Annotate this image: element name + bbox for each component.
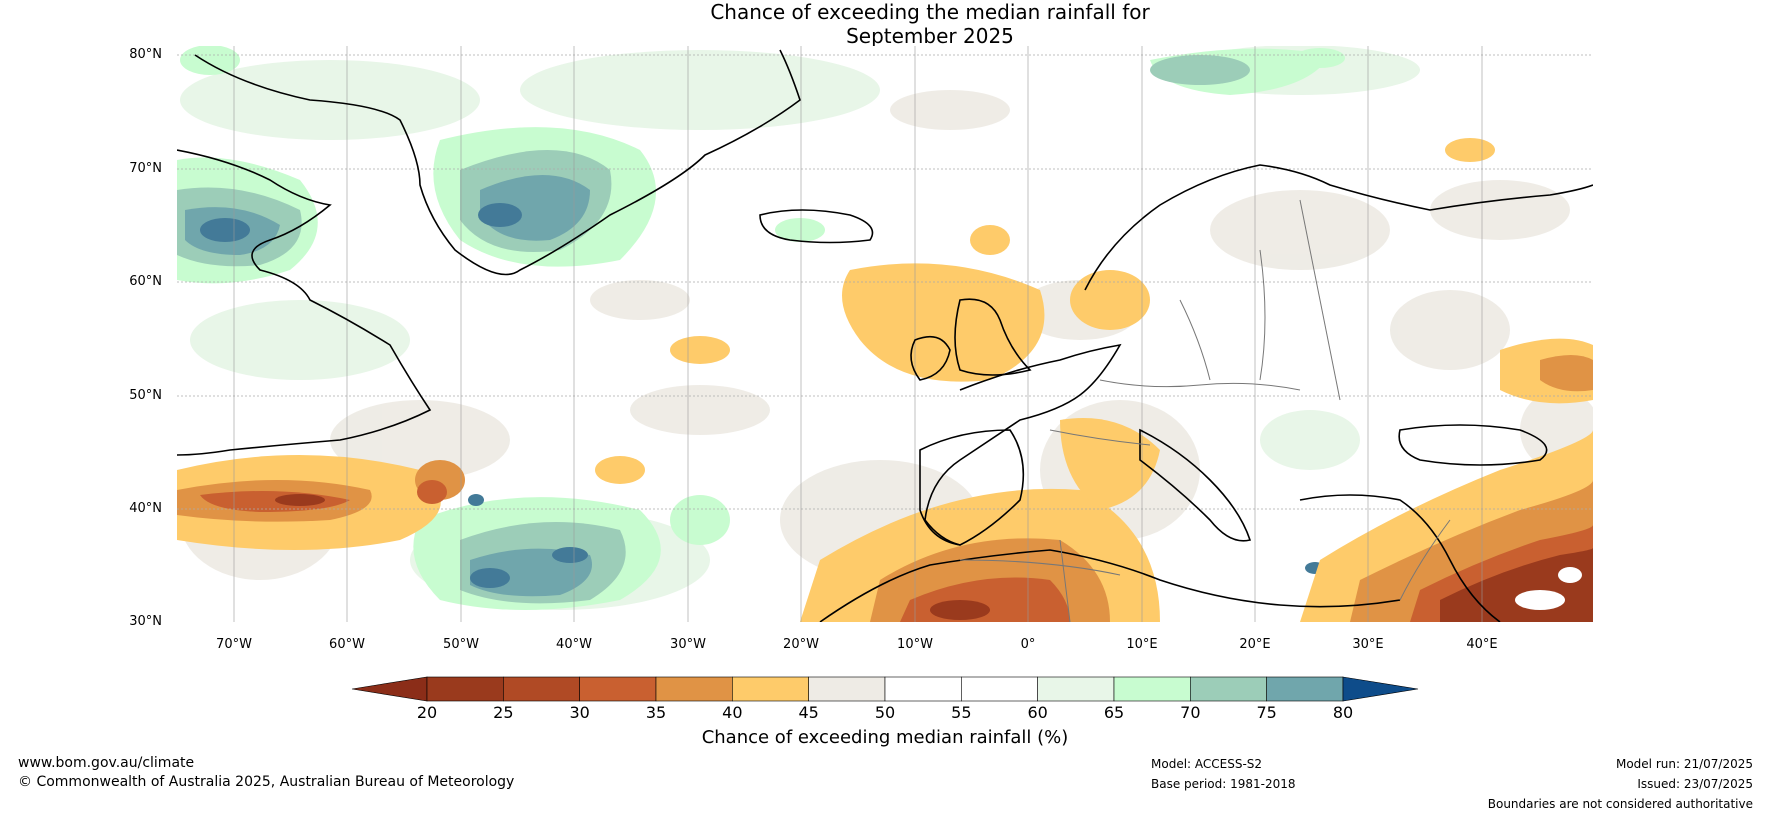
lat-label-40n: 40°N [129,501,162,516]
lat-label-30n: 30°N [129,614,162,629]
meridians [233,46,1483,622]
colorbar-cell-30-35 [579,676,657,702]
lon-label-30e: 30°E [1352,637,1384,652]
colorbar-cells [426,676,1344,702]
colorbar-cell-20-25 [426,676,504,702]
scandinavia-coast [1084,164,1593,291]
footer-base-period: Base period: 1981-2018 [1151,777,1296,791]
colorbar-cell-75-80 [1266,676,1344,702]
lon-label-50w: 50°W [443,637,479,652]
lon-label-70w: 70°W [216,637,252,652]
footer-issued: Issued: 23/07/2025 [1637,777,1753,791]
rainfall-shading [177,46,1593,622]
country-borders [959,199,1451,622]
colorbar-cell-55-60 [961,676,1038,702]
lon-label-30w: 30°W [670,637,706,652]
greenland-coast [194,49,801,276]
colorbar-cell-65-70 [1113,676,1191,702]
lon-label-40e: 40°E [1466,637,1498,652]
lat-label-50n: 50°N [129,388,162,403]
lon-label-10e: 10°E [1126,637,1158,652]
lat-label-70n: 70°N [129,161,162,176]
title-line-1: Chance of exceeding the median rainfall … [710,0,1150,24]
lat-label-80n: 80°N [129,47,162,62]
iceland-coast [759,209,874,244]
colorbar-tick-35: 35 [645,703,667,722]
colorbar-cell-45-50 [808,676,886,702]
colorbar-tick-55: 55 [951,703,972,722]
colorbar-cell-60-65 [1037,676,1115,702]
colorbar-tick-80: 80 [1332,703,1354,722]
lat-label-60n: 60°N [129,274,162,289]
lon-label-20e: 20°E [1239,637,1271,652]
colorbar-cell-40-45 [732,676,809,702]
colorbar-tick-65: 65 [1103,703,1125,722]
footer-disclaimer: Boundaries are not considered authoritat… [1487,797,1753,811]
africa-coast [819,549,1401,622]
footer-copyright: © Commonwealth of Australia 2025, Austra… [18,774,515,790]
colorbar-tick-60: 60 [1027,703,1048,722]
map-title: Chance of exceeding the median rainfall … [0,0,1770,48]
black-sea-coast [1398,424,1548,466]
colorbar-tick-50: 50 [874,703,896,722]
colorbar-cell-70-75 [1190,676,1267,702]
colorbar-cell-25-30 [503,676,580,702]
colorbar-under-arrow [351,676,428,702]
colorbar-cell-35-40 [655,676,733,702]
colorbar-tick-20: 20 [416,703,438,722]
colorbar-tick-75: 75 [1256,703,1277,722]
colorbar-tick-25: 25 [493,703,514,722]
north-america-coast [177,149,432,456]
footer-model: Model: ACCESS-S2 [1151,757,1263,771]
lon-label-10w: 10°W [897,637,933,652]
footer-model-run: Model run: 21/07/2025 [1615,757,1753,771]
italy-coast [1139,428,1252,542]
colorbar-tick-70: 70 [1180,703,1201,722]
coastlines [177,49,1593,622]
eastern-med-coast [1299,494,1501,622]
lon-label-60w: 60°W [329,637,365,652]
british-isles-coast [954,298,1032,376]
europe-coast [924,343,1122,546]
colorbar-tick-30: 30 [569,703,590,722]
lon-label-20w: 20°W [783,637,819,652]
lon-label-0: 0° [1020,637,1036,652]
graticule [177,54,1593,510]
colorbar-tick-45: 45 [798,703,819,722]
iberia-coast [919,429,1025,546]
colorbar-label: Chance of exceeding median rainfall (%) [701,727,1069,748]
title-line-2: September 2025 [846,24,1014,48]
footer-website: www.bom.gov.au/climate [18,755,195,771]
colorbar-cell-50-55 [884,676,962,702]
lon-label-40w: 40°W [556,637,592,652]
ireland-coast [910,335,951,381]
colorbar-over-arrow [1342,676,1419,702]
colorbar-tick-40: 40 [722,703,743,722]
